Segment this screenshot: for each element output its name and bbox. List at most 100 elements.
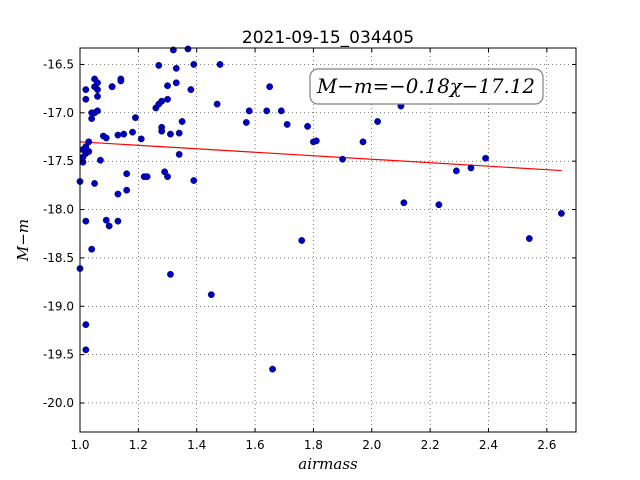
data-point xyxy=(94,79,101,87)
x-tick-label: 2.0 xyxy=(362,438,381,452)
data-point xyxy=(143,173,151,181)
data-point xyxy=(269,365,276,373)
data-point xyxy=(452,167,460,175)
data-point xyxy=(435,201,443,209)
data-point xyxy=(114,190,122,198)
data-point xyxy=(102,216,110,224)
data-point xyxy=(283,121,291,128)
data-point xyxy=(190,61,198,68)
x-tick-label: 1.2 xyxy=(129,438,148,452)
data-point xyxy=(525,235,533,242)
data-point xyxy=(216,61,224,68)
data-point xyxy=(97,156,104,164)
data-point xyxy=(359,138,367,146)
data-point xyxy=(102,134,110,142)
data-point xyxy=(277,107,285,115)
data-point xyxy=(172,79,180,87)
data-point xyxy=(242,119,250,126)
x-tick-label: 1.4 xyxy=(187,438,206,452)
data-point xyxy=(312,137,320,145)
fit-line-group xyxy=(79,141,562,172)
data-point xyxy=(482,154,489,162)
data-points xyxy=(76,45,565,373)
data-point xyxy=(94,92,101,100)
data-point xyxy=(132,114,139,122)
data-point xyxy=(91,180,98,187)
data-point xyxy=(558,210,565,217)
x-axis-label: airmass xyxy=(298,455,358,473)
data-point xyxy=(175,150,183,158)
y-tick-label: -19.0 xyxy=(43,299,74,313)
data-point xyxy=(137,135,145,143)
axis-ticks: 1.0 1.2 1.4 1.6 1.8 2.0 2.2 2.4 2.6 -16.5 -17.0 -17… xyxy=(43,48,576,452)
data-point xyxy=(82,217,90,225)
data-point xyxy=(207,291,215,299)
data-point xyxy=(82,86,90,93)
y-tick-label: -17.5 xyxy=(43,154,74,168)
data-point xyxy=(105,222,113,230)
y-tick-label: -18.0 xyxy=(43,203,74,217)
x-tick-label: 2.4 xyxy=(479,438,498,452)
data-point xyxy=(263,107,271,115)
data-point xyxy=(158,127,166,135)
data-point xyxy=(374,118,381,125)
data-point xyxy=(175,129,183,137)
data-point xyxy=(190,177,198,184)
data-point xyxy=(108,83,116,91)
data-point xyxy=(178,118,186,125)
data-point xyxy=(94,107,101,115)
data-point xyxy=(82,95,90,103)
data-point xyxy=(164,95,171,103)
x-tick-label: 1.0 xyxy=(70,438,89,452)
x-tick-label: 1.6 xyxy=(246,438,265,452)
data-point xyxy=(123,186,131,194)
y-axis-label: M−m xyxy=(14,219,32,262)
data-point xyxy=(164,173,171,181)
plot-area: 1.0 1.2 1.4 1.6 1.8 2.0 2.2 2.4 2.6 -16.5 -17.0 -17… xyxy=(43,45,577,452)
data-point xyxy=(245,107,253,115)
data-point xyxy=(155,62,163,69)
data-point xyxy=(114,217,122,225)
x-tick-label: 1.8 xyxy=(304,438,323,452)
data-point xyxy=(304,122,311,130)
fit-line xyxy=(79,141,562,172)
data-point xyxy=(184,45,192,53)
data-point xyxy=(82,346,90,354)
data-point xyxy=(339,155,346,163)
grid xyxy=(79,48,576,432)
plot-frame xyxy=(79,47,577,433)
data-point xyxy=(167,130,174,138)
data-point xyxy=(88,115,96,123)
x-tick-label: 2.2 xyxy=(421,438,440,452)
data-point xyxy=(187,86,195,93)
data-point xyxy=(114,131,122,139)
data-point xyxy=(82,321,90,329)
y-tick-label: -16.5 xyxy=(43,57,74,71)
x-tick-label: 2.6 xyxy=(537,438,556,452)
data-point xyxy=(158,97,166,105)
y-tick-label: -19.5 xyxy=(43,348,74,362)
data-point xyxy=(467,164,475,172)
data-point xyxy=(88,245,96,253)
chart-title: 2021-09-15_034405 xyxy=(242,28,414,48)
data-point xyxy=(85,138,93,146)
plot-background xyxy=(80,48,576,432)
data-point xyxy=(164,82,171,90)
data-point xyxy=(85,148,93,155)
data-point xyxy=(94,86,101,93)
data-point xyxy=(120,130,128,138)
data-point xyxy=(123,170,131,178)
data-point xyxy=(213,100,221,108)
data-point xyxy=(172,64,180,72)
data-point xyxy=(129,128,136,136)
data-point xyxy=(400,199,408,207)
data-point xyxy=(167,270,174,278)
y-tick-label: -20.0 xyxy=(43,396,74,410)
y-tick-label: -17.0 xyxy=(43,106,74,120)
data-point xyxy=(117,77,125,85)
data-point xyxy=(266,83,274,91)
fit-equation: M−m=−0.18χ−17.12 xyxy=(316,74,535,98)
y-tick-label: -18.5 xyxy=(43,251,74,265)
data-point xyxy=(298,237,306,244)
